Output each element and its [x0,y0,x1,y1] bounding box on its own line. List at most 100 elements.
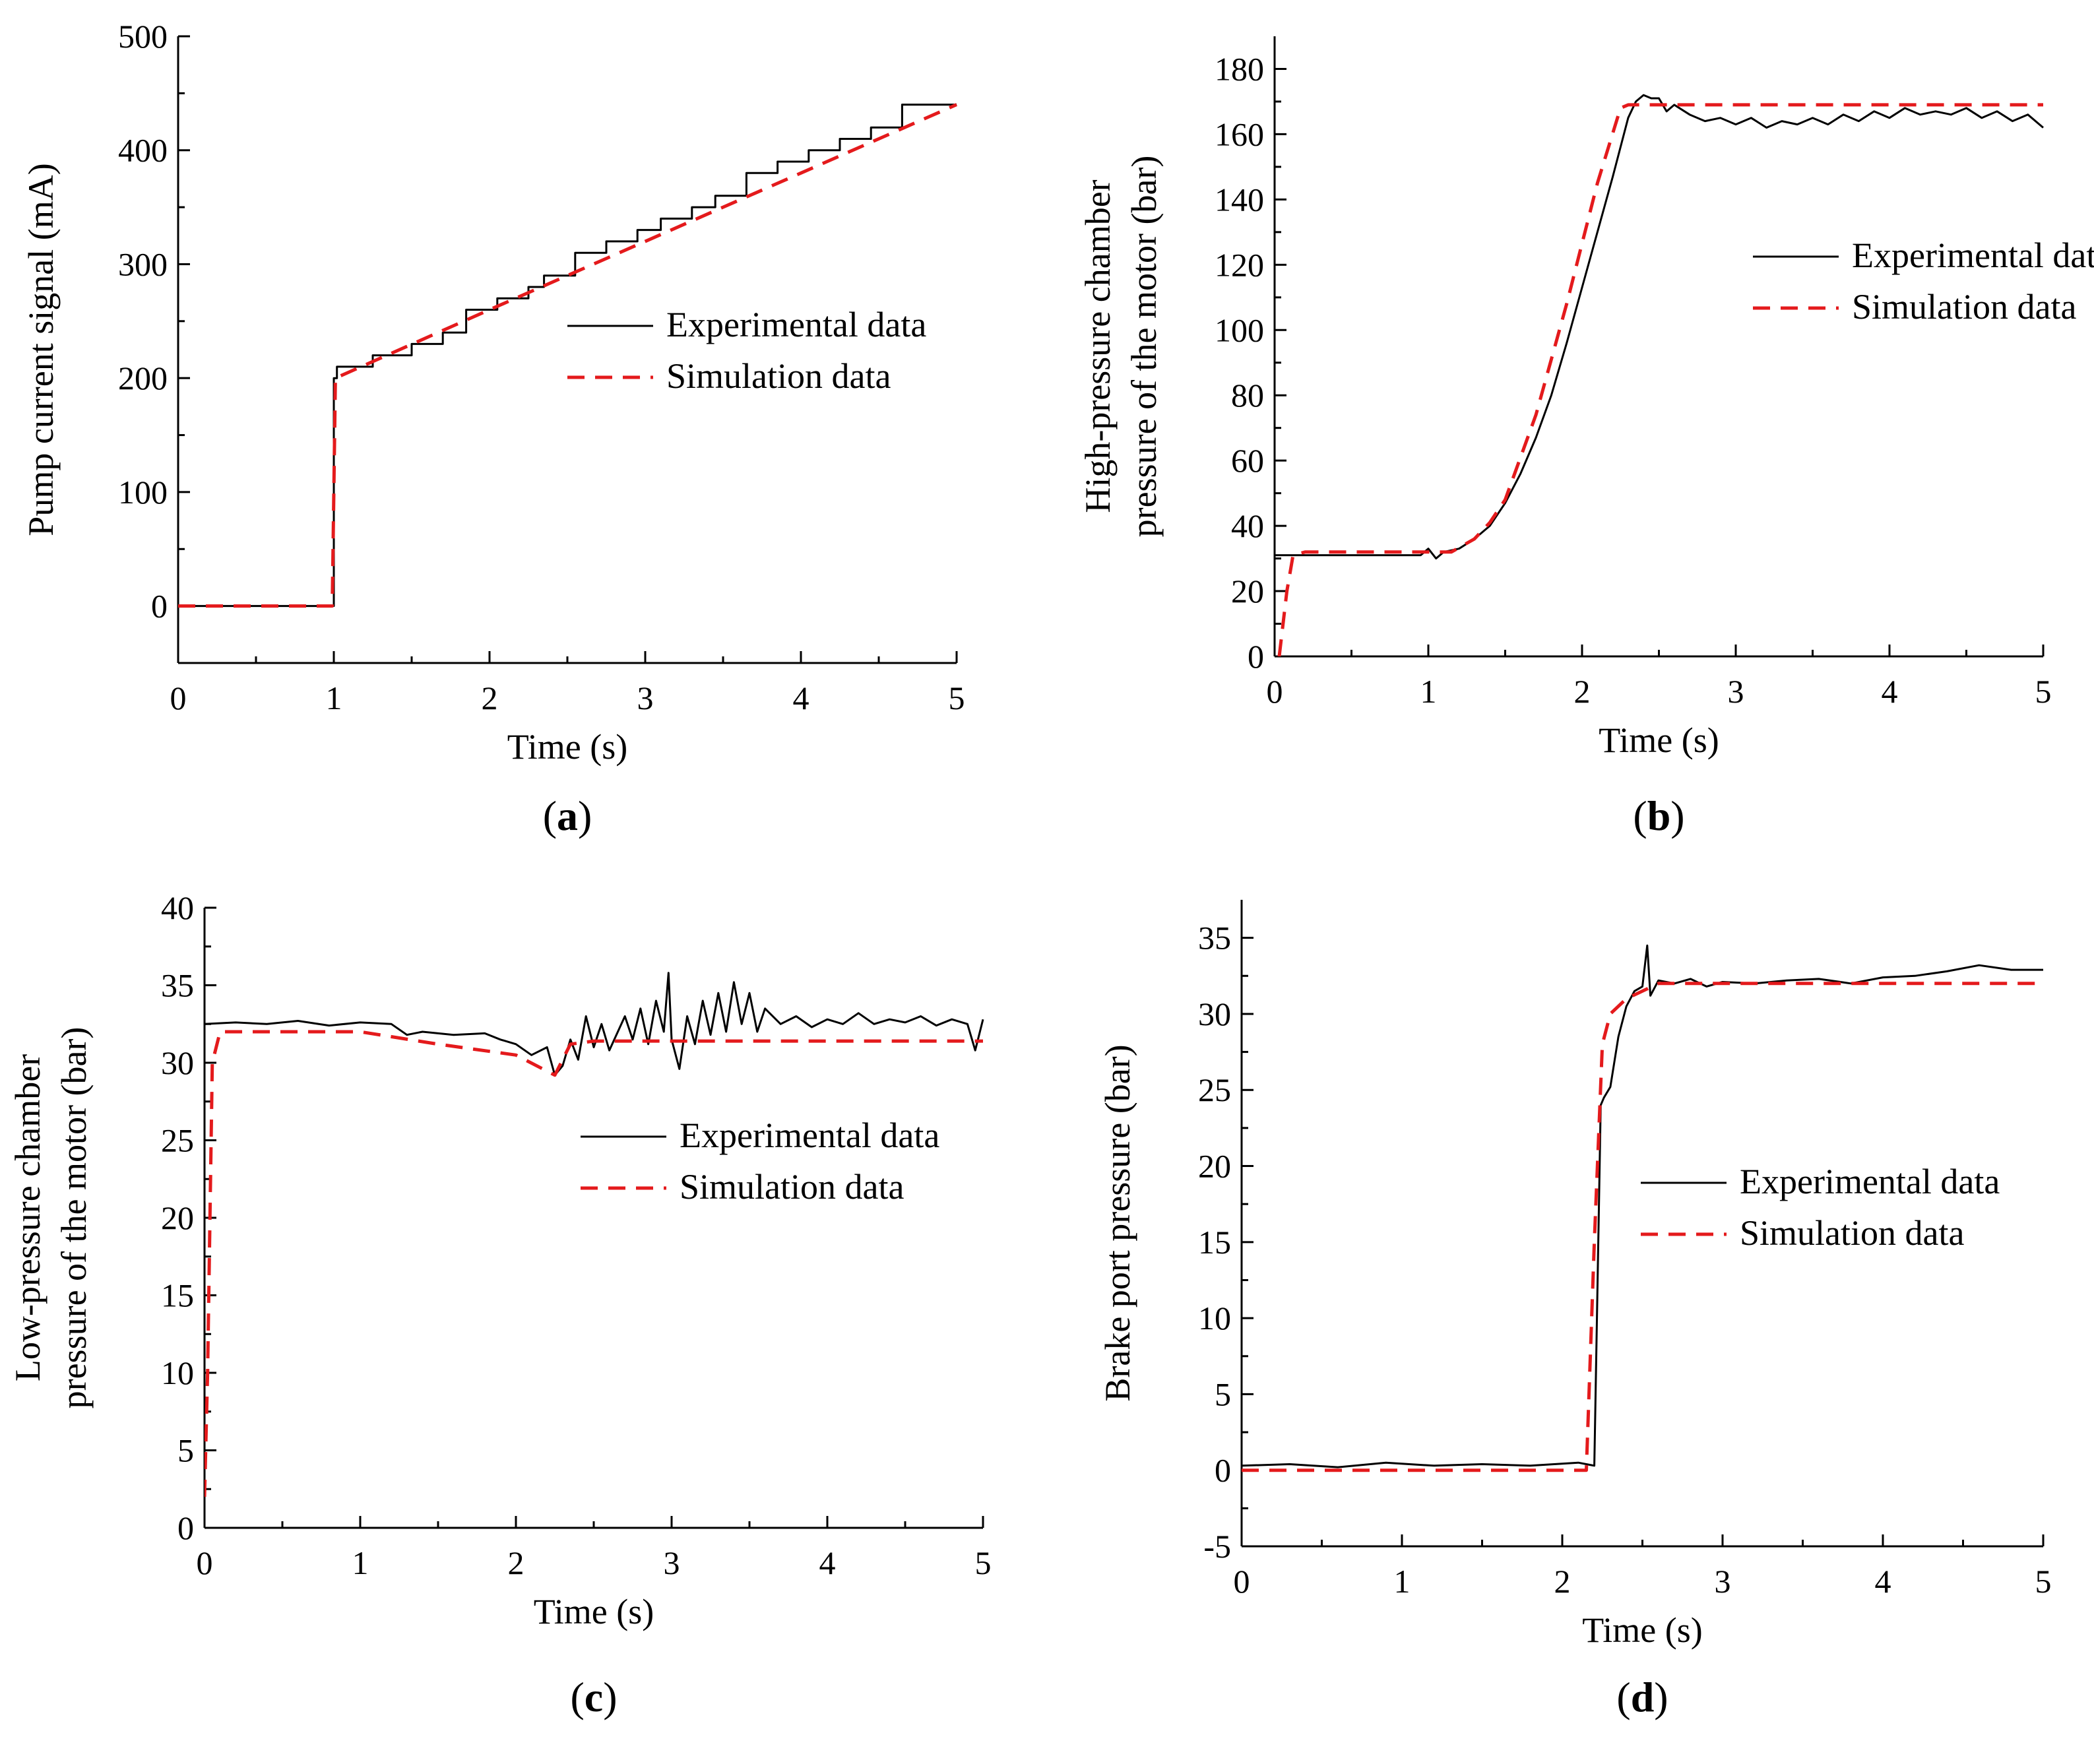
y-tick-label: 20 [1198,1148,1231,1185]
y-tick-label: 180 [1215,50,1264,87]
y-tick-label: 300 [118,245,168,282]
x-tick-label: 4 [819,1544,836,1581]
x-axis-title: Time (s) [1582,1610,1703,1650]
legend: Experimental data Simulation data [567,305,926,396]
y-axis-title: High-pressure chamber [1078,179,1118,513]
y-tick-label: 0 [151,588,168,625]
panel-c: 0 1 2 3 4 5 0 5 10 15 20 25 30 35 40 Time (s) Low-pressu… [0,880,1047,1761]
y-tick-label: 20 [1231,573,1264,610]
x-tick-label: 1 [326,679,342,716]
x-tick-label: 3 [1715,1563,1731,1600]
panel-caption: (a) [543,792,592,839]
x-tick-label: 1 [1420,673,1437,710]
x-tick-label: 4 [1875,1563,1891,1600]
y-tick-label: 160 [1215,115,1264,152]
y-axis-title: pressure of the motor (bar) [54,1027,94,1409]
x-tick-label: 0 [1267,673,1283,710]
y-tick-label: 25 [1198,1071,1231,1108]
y-tick-label: 40 [1231,507,1264,544]
x-tick-label: 1 [1394,1563,1411,1600]
x-axis-title: Time (s) [507,727,628,767]
caption-close-paren: ) [603,1674,617,1720]
simulation-series-line [1242,982,2043,1472]
x-tick-label: 5 [949,679,965,716]
legend-label: Experimental data [680,1116,939,1155]
y-tick-label: 0 [1248,638,1264,675]
y-tick-label: 15 [1198,1224,1231,1261]
legend-label: Experimental data [1740,1162,2000,1201]
chart-c: 0 1 2 3 4 5 0 5 10 15 20 25 30 35 40 Time (s) Low-pressu… [8,889,992,1720]
x-axis-title: Time (s) [534,1592,654,1631]
x-tick-label: 5 [2035,673,2052,710]
x-tick-label: 3 [637,679,654,716]
y-tick-label: -5 [1203,1528,1231,1565]
x-tick-label: 1 [352,1544,369,1581]
chart-b: 0 1 2 3 4 5 0 20 40 60 80 100 120 140 160 180 Time (s) Hi… [1078,36,2094,839]
y-tick-label: 35 [1198,920,1231,957]
y-tick-label: 30 [161,1044,194,1081]
x-tick-label: 0 [170,679,187,716]
y-tick-label: 20 [161,1199,194,1236]
legend: Experimental data Simulation data [1753,236,2094,327]
panel-caption: (d) [1616,1674,1668,1720]
y-tick-label: 500 [118,18,168,55]
legend-label: Experimental data [1852,236,2094,275]
x-tick-label: 4 [793,679,809,716]
y-tick-label: 200 [118,360,168,396]
y-tick-label: 35 [161,967,194,1004]
experimental-series-line [1242,944,2043,1468]
caption-open-paren: ( [570,1674,584,1720]
x-axis-title: Time (s) [1599,720,1719,760]
panel-d: 0 1 2 3 4 5 -5 0 5 10 15 20 25 30 35 Time (s) Brake port… [1047,880,2094,1761]
y-tick-label: 100 [1215,311,1264,348]
y-tick-label: 400 [118,132,168,169]
y-tick-label: 80 [1231,377,1264,414]
x-tick-label: 0 [197,1544,213,1581]
y-axis-title: Pump current signal (mA) [21,163,61,536]
x-tick-label: 2 [1574,673,1591,710]
caption-open-paren: ( [1633,792,1647,839]
y-tick-label: 120 [1215,246,1264,283]
y-tick-label: 10 [161,1354,194,1391]
y-tick-label: 10 [1198,1300,1231,1337]
y-tick-label: 15 [161,1277,194,1314]
legend-label: Experimental data [666,305,926,344]
y-axis-title: pressure of the motor (bar) [1124,156,1164,538]
caption-open-paren: ( [1616,1674,1630,1720]
caption-open-paren: ( [543,792,557,839]
x-tick-label: 5 [2035,1563,2052,1600]
x-tick-label: 2 [1554,1563,1571,1600]
y-tick-label: 60 [1231,442,1264,479]
x-tick-label: 0 [1234,1563,1250,1600]
experimental-series-line [1275,94,2044,560]
caption-letter: b [1647,792,1671,839]
x-tick-label: 5 [975,1544,992,1581]
y-axis-title: Brake port pressure (bar) [1098,1044,1137,1401]
legend: Experimental data Simulation data [581,1116,939,1207]
simulation-series-line [178,103,958,608]
caption-close-paren: ) [578,792,592,839]
caption-letter: d [1631,1674,1655,1720]
y-axis-title: Low-pressure chamber [8,1054,48,1381]
y-tick-label: 0 [177,1509,194,1546]
y-tick-label: 140 [1215,181,1264,218]
y-tick-label: 5 [1215,1375,1231,1412]
legend-label: Simulation data [1852,287,2076,327]
simulation-series-line [1277,103,2043,656]
caption-close-paren: ) [1654,1674,1668,1720]
legend-label: Simulation data [666,356,891,396]
x-tick-label: 3 [1728,673,1744,710]
panel-b: 0 1 2 3 4 5 0 20 40 60 80 100 120 140 160 180 Time (s) Hi… [1047,0,2094,880]
caption-close-paren: ) [1670,792,1684,839]
caption-letter: c [585,1674,603,1720]
panel-caption: (b) [1633,792,1684,839]
caption-letter: a [557,792,578,839]
legend-label: Simulation data [680,1167,904,1207]
y-tick-label: 100 [118,474,168,511]
panel-caption: (c) [570,1674,617,1720]
chart-a: 0 1 2 3 4 5 0 100 200 300 400 500 Time (s) Pump curre… [21,18,965,839]
x-tick-label: 2 [482,679,498,716]
y-tick-label: 30 [1198,995,1231,1032]
x-tick-label: 3 [664,1544,680,1581]
